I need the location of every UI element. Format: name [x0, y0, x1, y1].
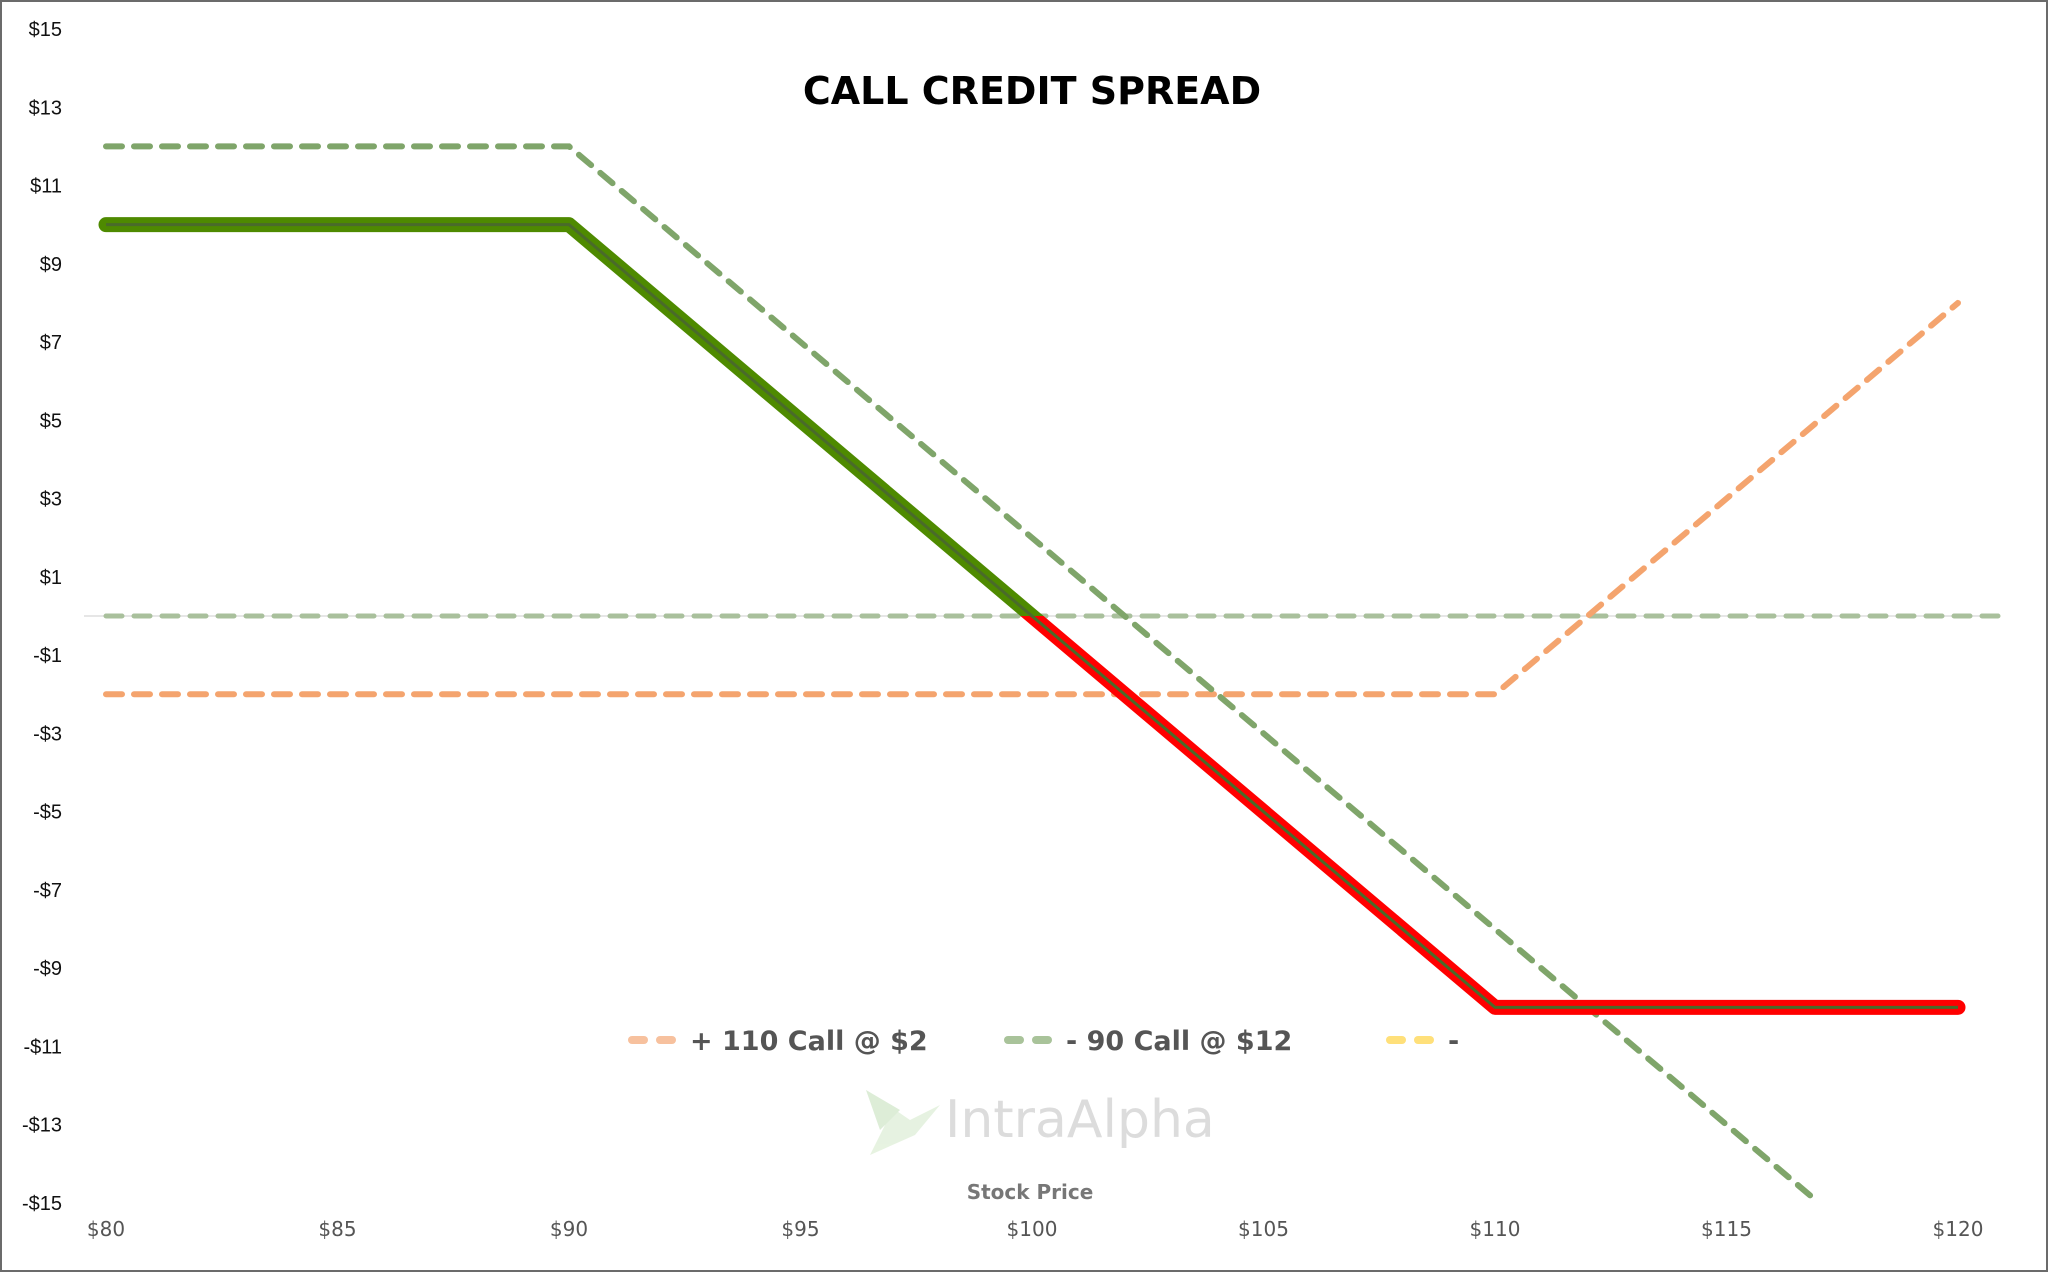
- series-line-short-90-call: [103, 143, 1823, 1206]
- y-tick-label: -$1: [33, 645, 62, 667]
- x-tick-label: $95: [781, 1217, 819, 1241]
- legend-label: - 90 Call @ $12: [1066, 1026, 1292, 1057]
- watermark: IntraAlpha: [866, 1090, 1215, 1155]
- x-tick-label: $90: [550, 1217, 588, 1241]
- x-tick-label: $115: [1701, 1217, 1752, 1241]
- y-tick-label: -$3: [33, 723, 62, 745]
- payoff-line-core: [106, 223, 1958, 1009]
- legend: + 110 Call @ $2 - 90 Call @ $12 -: [628, 1026, 1459, 1057]
- watermark-text: IntraAlpha: [945, 1090, 1215, 1150]
- x-axis-label: Stock Price: [967, 1180, 1094, 1204]
- x-tick-label: $120: [1933, 1217, 1984, 1241]
- series-line-long-110-call: [103, 299, 1961, 698]
- x-tick-label: $105: [1238, 1217, 1289, 1241]
- legend-label: -: [1448, 1026, 1459, 1057]
- y-tick-label: $3: [40, 489, 62, 511]
- y-tick-label: $9: [40, 254, 62, 276]
- y-axis-ticks: $15 $13 $11 $9 $7 $5 $3 $1 -$1 -$3 -$5 -$7 -$9 -$11 -$…: [22, 19, 62, 1215]
- series-lines: [84, 143, 2007, 1206]
- legend-item: - 90 Call @ $12: [1004, 1026, 1292, 1057]
- y-tick-label: -$9: [33, 958, 62, 980]
- y-tick-label: $15: [29, 19, 62, 41]
- y-tick-label: $1: [40, 567, 62, 589]
- chart-title: CALL CREDIT SPREAD: [803, 69, 1261, 113]
- legend-item: -: [1386, 1026, 1459, 1057]
- legend-item: + 110 Call @ $2: [628, 1026, 928, 1057]
- legend-label: + 110 Call @ $2: [690, 1026, 928, 1057]
- y-tick-label: -$7: [33, 880, 62, 902]
- hummingbird-logo-icon: [866, 1090, 940, 1155]
- x-tick-label: $85: [318, 1217, 356, 1241]
- x-axis-ticks: $80 $85 $90 $95 $100 $105 $110 $115 $120: [87, 1217, 1984, 1241]
- x-tick-label: $110: [1470, 1217, 1521, 1241]
- y-tick-label: $5: [40, 410, 62, 432]
- x-tick-label: $80: [87, 1217, 125, 1241]
- y-tick-label: -$15: [22, 1193, 62, 1215]
- y-tick-label: -$5: [33, 802, 62, 824]
- y-tick-label: -$11: [23, 1036, 62, 1058]
- x-tick-label: $100: [1007, 1217, 1058, 1241]
- y-tick-label: $11: [30, 176, 62, 198]
- y-tick-label: $13: [29, 97, 62, 119]
- y-tick-label: $7: [40, 332, 62, 354]
- y-tick-label: -$13: [22, 1115, 62, 1137]
